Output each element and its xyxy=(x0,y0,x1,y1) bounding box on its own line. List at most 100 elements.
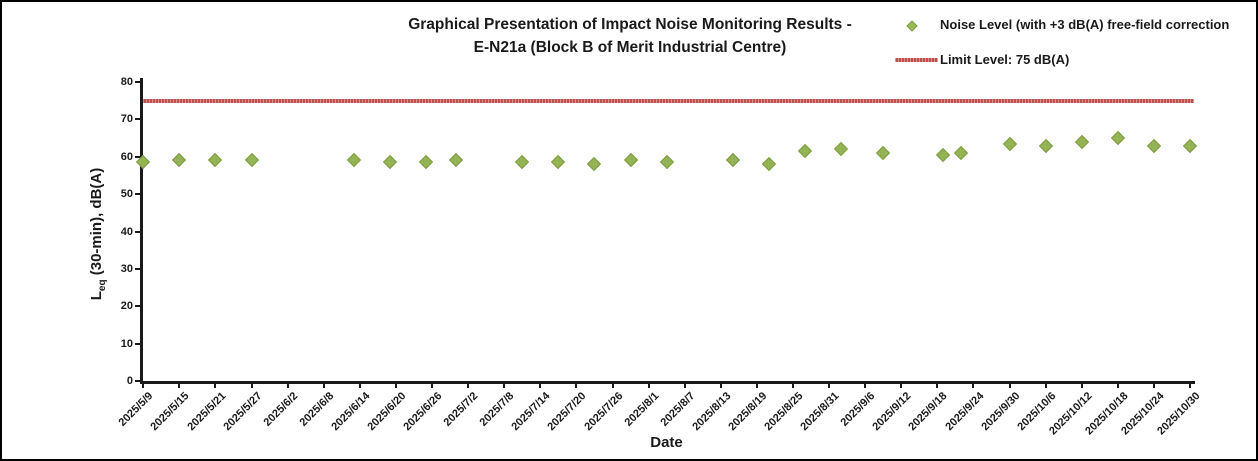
x-tick-label: 2025/8/19 xyxy=(726,390,770,434)
y-tick-label: 30 xyxy=(120,262,133,275)
y-tick-label: 20 xyxy=(120,300,133,313)
x-tick-label: 2025/8/13 xyxy=(690,390,734,434)
y-tick-label: 60 xyxy=(120,150,133,163)
x-tick-mark xyxy=(864,384,867,388)
y-tick-label: 50 xyxy=(120,188,133,201)
x-tick-label: 2025/7/14 xyxy=(509,390,553,434)
limit-level-line xyxy=(143,98,1194,103)
x-tick-mark xyxy=(719,384,722,388)
y-tick-mark xyxy=(135,342,140,345)
x-tick-mark xyxy=(142,384,145,388)
data-point-diamond xyxy=(725,153,740,168)
y-tick-mark xyxy=(135,155,140,158)
chart-title-line2: E-N21a (Block B of Merit Industrial Cent… xyxy=(473,39,787,56)
y-tick-mark xyxy=(135,305,140,308)
data-point-diamond xyxy=(346,153,361,168)
chart-title-line1: Graphical Presentation of Impact Noise M… xyxy=(408,16,852,33)
data-point-diamond xyxy=(1110,130,1125,146)
x-tick-mark xyxy=(467,384,470,388)
x-axis-title: Date xyxy=(650,434,683,451)
x-tick-mark xyxy=(214,384,217,388)
x-axis-line xyxy=(140,381,1195,384)
legend-limit-label: Limit Level: 75 dB(A) xyxy=(940,52,1070,67)
legend-limit-line-sample xyxy=(895,58,938,62)
x-tick-label: 2025/6/20 xyxy=(365,390,409,434)
data-point-diamond xyxy=(1182,138,1198,153)
data-point-diamond xyxy=(876,145,891,161)
data-point-diamond xyxy=(515,155,530,170)
y-tick-label: 0 xyxy=(126,375,133,387)
x-tick-mark xyxy=(828,384,831,388)
x-tick-label: 2025/5/27 xyxy=(220,390,265,434)
x-tick-mark xyxy=(1080,384,1083,388)
y-tick-mark xyxy=(135,193,140,196)
x-tick-mark xyxy=(503,384,506,388)
x-tick-mark xyxy=(755,384,758,388)
data-point-diamond xyxy=(382,155,397,170)
x-tick-label: 2025/8/1 xyxy=(622,390,662,429)
x-tick-mark xyxy=(358,384,361,388)
data-point-diamond xyxy=(208,153,223,168)
x-tick-mark xyxy=(647,384,650,388)
x-tick-label: 2025/9/24 xyxy=(942,390,986,434)
x-tick-mark xyxy=(1008,384,1011,388)
x-tick-mark xyxy=(539,384,542,388)
x-tick-label: 2025/9/12 xyxy=(870,390,914,434)
data-point-diamond xyxy=(244,153,259,168)
x-tick-label: 2025/6/14 xyxy=(329,390,373,434)
x-tick-mark xyxy=(575,384,578,388)
x-tick-mark xyxy=(1152,384,1155,388)
x-tick-mark xyxy=(683,384,686,388)
y-tick-label: 80 xyxy=(120,76,133,88)
x-tick-label: 2025/8/25 xyxy=(762,390,806,434)
y-tick-mark xyxy=(135,267,140,270)
data-point-diamond xyxy=(1038,138,1053,153)
data-point-diamond xyxy=(1074,134,1089,149)
x-tick-mark xyxy=(972,384,975,388)
y-tick-mark xyxy=(135,230,140,233)
x-tick-mark xyxy=(936,384,939,388)
x-tick-label: 2025/8/31 xyxy=(798,390,842,434)
x-tick-mark xyxy=(250,384,253,388)
x-tick-label: 2025/7/26 xyxy=(581,390,626,434)
y-tick-mark xyxy=(135,380,140,382)
data-point-diamond xyxy=(936,147,951,162)
x-tick-label: 2025/5/21 xyxy=(184,390,228,434)
y-tick-label: 10 xyxy=(120,337,133,350)
y-tick-mark xyxy=(135,81,140,83)
data-point-diamond xyxy=(834,142,849,157)
y-axis-title: Leq (30-min), dB(A) xyxy=(88,167,108,301)
x-tick-mark xyxy=(178,384,181,388)
x-tick-label: 2025/7/2 xyxy=(441,390,481,429)
x-tick-mark xyxy=(1044,384,1047,388)
data-point-diamond xyxy=(1002,136,1017,151)
x-tick-label: 2025/6/2 xyxy=(261,390,301,429)
data-point-diamond xyxy=(623,153,638,168)
x-tick-label: 2025/9/18 xyxy=(906,390,950,434)
data-point-diamond xyxy=(954,145,969,161)
x-tick-label: 2025/7/20 xyxy=(545,390,589,434)
x-tick-mark xyxy=(394,384,397,388)
data-point-diamond xyxy=(551,155,566,170)
y-tick-label: 70 xyxy=(120,113,133,126)
x-tick-mark xyxy=(431,384,434,388)
legend-series-label: Noise Level (with +3 dB(A) free-field co… xyxy=(940,17,1230,32)
y-axis-line xyxy=(140,78,143,384)
chart-title: Graphical Presentation of Impact Noise M… xyxy=(130,13,1130,59)
data-point-diamond xyxy=(761,157,776,172)
x-tick-mark xyxy=(322,384,325,388)
x-tick-label: 2025/6/26 xyxy=(401,390,445,434)
x-tick-mark xyxy=(1189,384,1191,388)
y-tick-mark xyxy=(135,118,140,121)
x-tick-mark xyxy=(611,384,614,388)
data-point-diamond xyxy=(659,155,674,170)
y-tick-label: 40 xyxy=(120,225,133,238)
data-point-diamond xyxy=(1146,138,1161,153)
x-tick-mark xyxy=(900,384,903,388)
x-tick-mark xyxy=(1116,384,1119,388)
x-tick-mark xyxy=(286,384,289,388)
data-point-diamond xyxy=(587,157,602,172)
data-point-diamond xyxy=(418,155,434,170)
data-point-diamond xyxy=(797,144,813,159)
